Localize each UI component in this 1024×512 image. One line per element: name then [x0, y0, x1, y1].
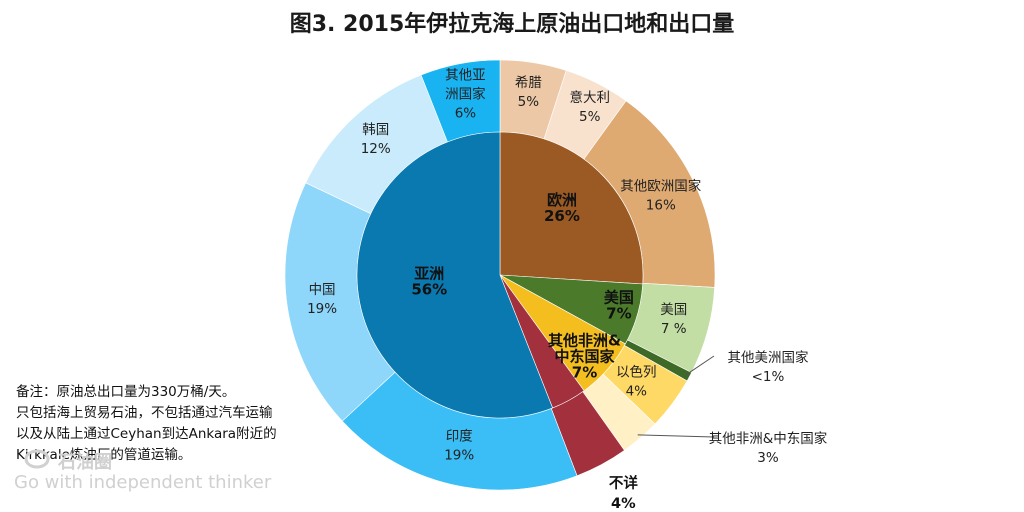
inner-label-3: 不详 4%: [609, 474, 638, 512]
leader-line-6: [637, 434, 715, 438]
inner-pie: [356, 131, 644, 419]
labels: 欧洲 26% 美国 7% 其他非洲&中东国家 7% 亚洲 56% 不详 4% 希腊 5% 意大利 5% 其他…: [307, 67, 828, 512]
inner-label-0: 欧洲 26%: [544, 191, 580, 225]
chart-title: 图3. 2015年伊拉克海上原油出口地和出口量: [289, 12, 735, 37]
outer-label-8: 印度 19%: [444, 428, 474, 463]
note-line-2: 只包括海上贸易石油，不包括通过汽车运输: [16, 405, 273, 421]
outer-label-6: 其他非洲&中东国家 3%: [709, 430, 828, 466]
watermark-logo-icon: [24, 449, 50, 469]
inner-label-4: 亚洲 56%: [411, 264, 447, 298]
outer-label-10: 韩国 12%: [361, 122, 391, 157]
outer-label-1: 意大利 5%: [570, 89, 611, 125]
outer-label-11: 其他亚洲国家 6%: [445, 67, 486, 121]
watermark-cn: 石油圈: [58, 452, 112, 473]
inner-label-1: 美国 7%: [604, 289, 634, 323]
outer-label-9: 中国 19%: [307, 282, 337, 317]
leader-line-4: [685, 355, 715, 376]
note-line-1: 备注：原油总出口量为330万桶/天。: [16, 384, 236, 400]
leader-lines: [637, 355, 715, 438]
outer-label-4: 其他美洲国家<1%: [728, 349, 809, 385]
outer-label-2: 其他欧洲国家 16%: [620, 178, 701, 214]
outer-ring: [284, 59, 716, 491]
note-line-4: Kirkkale炼油厂的管道运输。: [16, 447, 192, 463]
inner-slice-4: [356, 131, 554, 419]
watermark-text: Go with independent thinker: [14, 472, 272, 493]
outer-label-5: 以色列 4%: [616, 364, 657, 400]
outer-label-3: 美国 7 %: [660, 302, 687, 337]
outer-label-0: 希腊 5%: [515, 75, 542, 110]
inner-slice-0: [499, 131, 644, 285]
note-line-3: 以及从陆上通过Ceyhan到达Ankara附近的: [16, 426, 277, 442]
inner-label-2: 其他非洲&中东国家 7%: [548, 332, 621, 382]
